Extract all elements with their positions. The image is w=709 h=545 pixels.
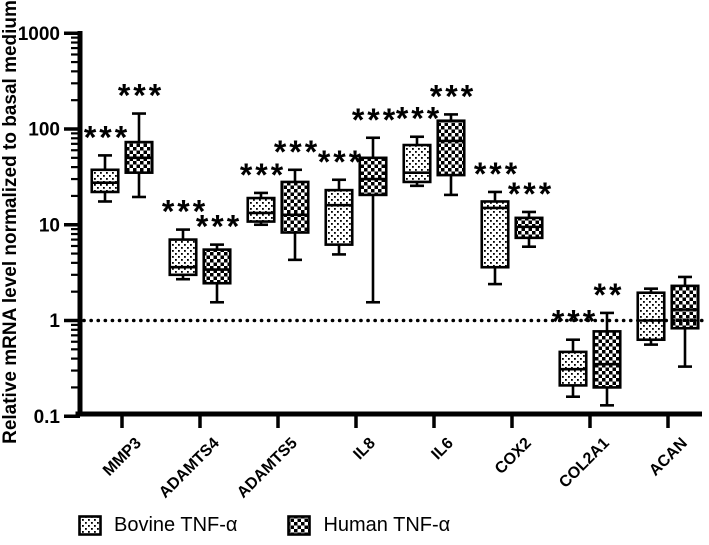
svg-text:IL8: IL8 — [350, 435, 378, 463]
svg-text:ADAMTS4: ADAMTS4 — [156, 435, 223, 502]
significance-label: *** — [162, 194, 208, 230]
legend-item-human: Human TNF-α — [287, 514, 450, 537]
legend-item-bovine: Bovine TNF-α — [78, 514, 237, 537]
axes — [75, 31, 702, 417]
significance-label: *** — [430, 78, 476, 114]
svg-text:IL6: IL6 — [428, 435, 456, 463]
significance-label: *** — [240, 157, 286, 193]
svg-text:10: 10 — [39, 215, 60, 236]
bovine-dots-swatch-icon — [78, 515, 102, 536]
significance-stars: ********* *******************************… — [84, 78, 625, 340]
svg-text:1000: 1000 — [18, 24, 60, 45]
svg-text:0.1: 0.1 — [34, 407, 61, 428]
svg-text:MMP3: MMP3 — [100, 435, 145, 480]
y-axis-title: Relative mRNA level normalized to basal … — [0, 0, 21, 444]
significance-label: *** — [274, 134, 320, 170]
significance-label: *** — [318, 144, 364, 180]
significance-label: *** — [196, 209, 242, 245]
svg-text:COX2: COX2 — [492, 435, 535, 478]
significance-label: *** — [118, 78, 164, 114]
svg-text:COL2A1: COL2A1 — [556, 435, 613, 492]
significance-label: *** — [84, 119, 130, 155]
x-axis-labels: MMP3 ADAMTS4 ADAMTS5 IL8 IL6 COX2 COL2A1 ACAN — [100, 435, 691, 502]
human-checker-swatch-icon — [287, 515, 312, 536]
significance-label: *** — [396, 101, 442, 137]
significance-label: *** — [352, 102, 398, 138]
svg-text:100: 100 — [28, 120, 60, 141]
significance-label: ** — [594, 277, 625, 313]
x-axis-ticks — [120, 416, 670, 428]
svg-text:1: 1 — [49, 311, 60, 332]
legend-label-bovine: Bovine TNF-α — [114, 514, 238, 536]
y-axis-ticks: 1000 100 10 1 0.1 — [18, 24, 80, 428]
significance-label: *** — [508, 176, 554, 212]
legend: Bovine TNF-α Human TNF-α — [78, 514, 450, 537]
significance-label: *** — [474, 156, 520, 192]
svg-text:ACAN: ACAN — [646, 435, 691, 480]
box-plots — [90, 112, 700, 407]
legend-label-human: Human TNF-α — [323, 514, 451, 536]
significance-label: *** — [552, 304, 598, 340]
svg-text:ADAMTS5: ADAMTS5 — [234, 435, 301, 502]
